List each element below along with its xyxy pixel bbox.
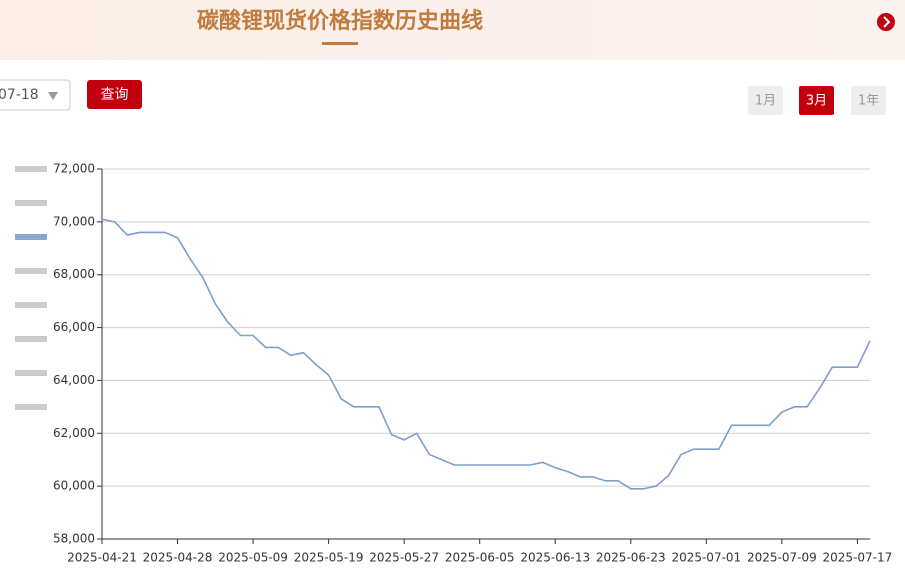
x-tick-label: 2025-05-19: [294, 551, 364, 565]
title-underline: [322, 42, 358, 45]
x-tick-label: 2025-07-01: [671, 551, 741, 565]
x-tick-label: 2025-06-05: [445, 551, 515, 565]
y-tick-label: 72,000: [53, 162, 95, 176]
date-input[interactable]: [0, 79, 71, 111]
y-tick-label: 58,000: [53, 532, 95, 546]
y-tick-label: 70,000: [53, 214, 95, 228]
header-bar: [0, 0, 905, 60]
x-tick-label: 2025-07-17: [823, 551, 893, 565]
x-tick-label: 2025-05-09: [218, 551, 288, 565]
period-label: 1月: [755, 94, 776, 109]
x-tick-label: 2025-07-09: [747, 551, 817, 565]
x-tick-label: 2025-06-23: [596, 551, 666, 565]
page-title: 碳酸锂现货价格指数历史曲线: [197, 8, 483, 34]
period-label: 1年: [858, 94, 879, 109]
next-button[interactable]: [877, 13, 895, 31]
query-button[interactable]: [87, 80, 142, 109]
period-label: 3月: [806, 94, 827, 109]
period-button[interactable]: [799, 86, 834, 115]
price-line: [101, 218, 871, 490]
y-tick-label: 62,000: [53, 426, 95, 440]
query-label: 查询: [101, 87, 129, 103]
date-value: 07-18: [0, 87, 39, 103]
period-button[interactable]: [851, 86, 886, 115]
x-tick-label: 2025-04-28: [143, 551, 213, 565]
period-button[interactable]: [748, 86, 783, 115]
y-tick-label: 68,000: [53, 267, 95, 281]
y-tick-label: 66,000: [53, 320, 95, 334]
dropdown-arrow: [48, 92, 58, 100]
x-tick-label: 2025-05-27: [369, 551, 439, 565]
x-tick-label: 2025-04-21: [67, 551, 137, 565]
legend-placeholders: [15, 166, 47, 410]
y-tick-label: 60,000: [53, 479, 95, 493]
x-tick-label: 2025-06-13: [520, 551, 590, 565]
y-tick-label: 64,000: [53, 373, 95, 387]
